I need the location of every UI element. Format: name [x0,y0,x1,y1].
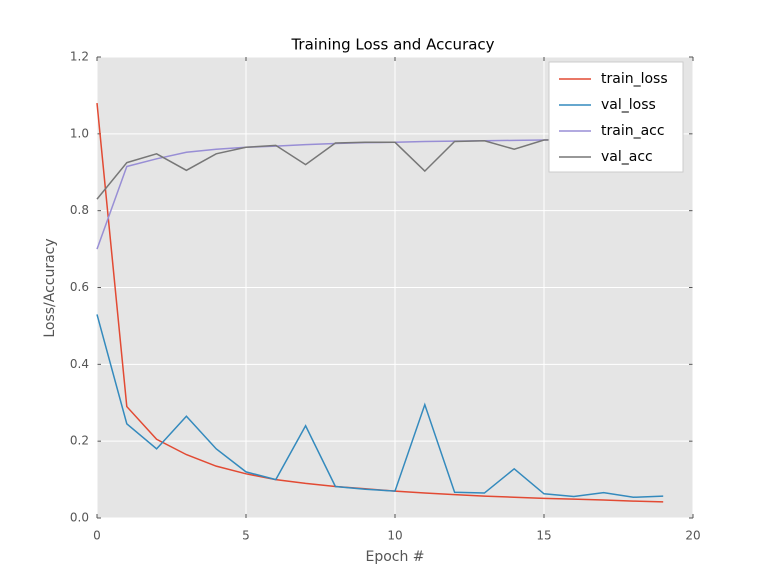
y-axis-label: Loss/Accuracy [42,238,58,337]
y-tick-label: 1.0 [70,126,89,140]
x-tick-label: 10 [387,529,402,543]
y-tick-label: 0.8 [70,203,89,217]
line-series [96,314,664,499]
legend-label: val_loss [601,97,656,113]
legend: train_loss val_loss train_acc val_acc [548,61,684,173]
legend-box [548,61,684,173]
y-tick-label: 0.4 [70,357,89,371]
y-tick-label: 0.6 [70,280,89,294]
x-axis-label: Epoch # [365,549,424,565]
y-tick-label: 1.2 [70,50,89,64]
grid [96,56,694,519]
legend-label: val_acc [601,149,653,165]
x-tick-label: 20 [685,529,700,543]
x-tick-label: 0 [93,529,101,543]
chart-title: Training Loss and Accuracy [290,36,494,54]
x-tick-label: 15 [536,529,551,543]
y-tick-label: 0.0 [70,511,89,525]
legend-label: train_acc [601,123,665,139]
legend-label: train_loss [601,71,668,87]
x-tick-label: 5 [242,529,250,543]
y-tick-label: 0.2 [70,434,89,448]
